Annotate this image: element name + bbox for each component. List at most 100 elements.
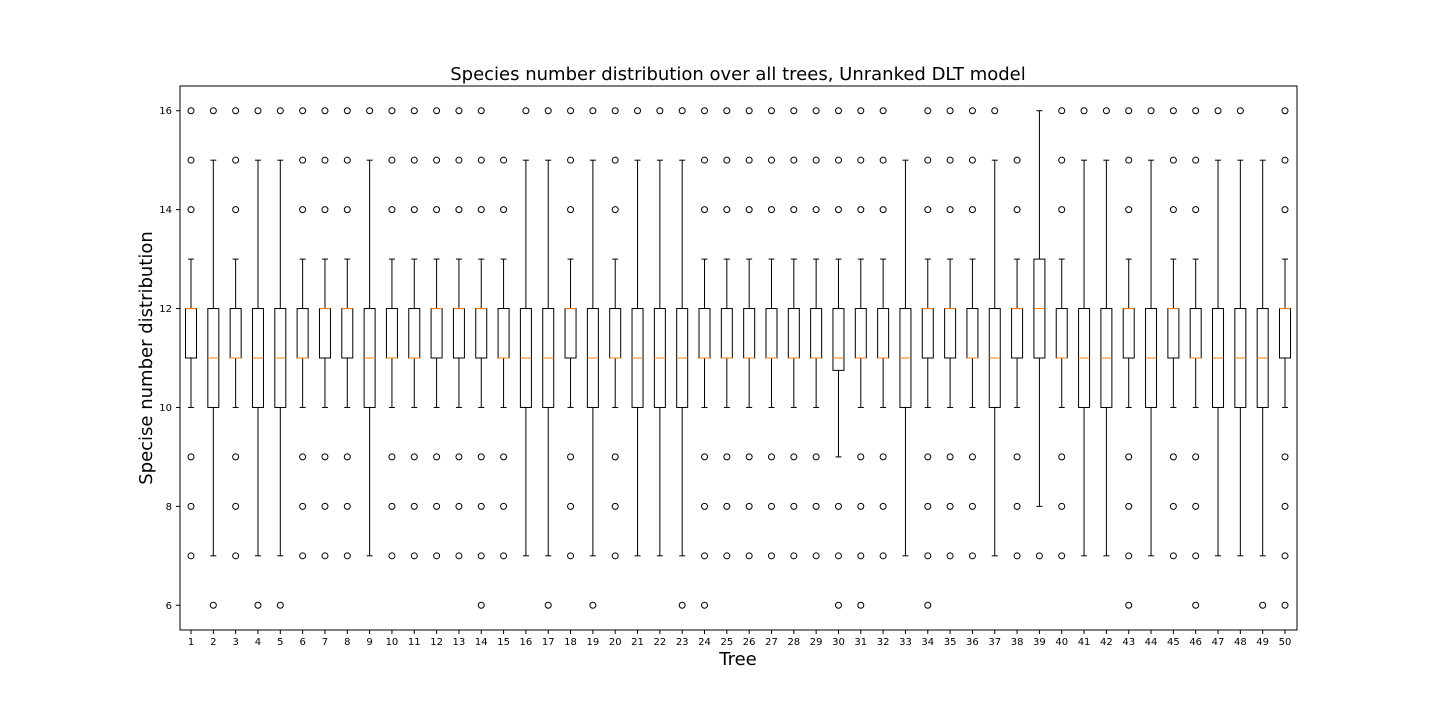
outlier-point [455, 552, 463, 560]
box-body [966, 308, 979, 359]
outlier-point [1192, 453, 1200, 461]
box-33 [899, 159, 912, 557]
outlier-point [1192, 552, 1200, 560]
outlier-point [589, 107, 597, 115]
outlier-point [567, 156, 575, 164]
outlier-point [232, 107, 240, 115]
outlier-point [1281, 206, 1289, 214]
outlier-point [321, 156, 329, 164]
box-45 [1167, 107, 1180, 560]
outlier-point [299, 502, 307, 510]
box-15 [497, 156, 510, 560]
x-tick-label: 28 [787, 637, 800, 648]
outlier-point [1125, 601, 1133, 609]
outlier-point [343, 502, 351, 510]
outlier-point [946, 453, 954, 461]
x-tick-label: 23 [676, 637, 689, 648]
box-43 [1122, 107, 1135, 609]
outlier-point [1236, 107, 1244, 115]
plot-area-frame [179, 85, 1298, 631]
outlier-point [834, 156, 842, 164]
outlier-point [1080, 107, 1088, 115]
box-body [564, 308, 577, 359]
x-tick-label: 9 [366, 637, 372, 648]
outlier-point [723, 453, 731, 461]
outlier-point [701, 107, 709, 115]
outlier-point [879, 206, 887, 214]
outlier-point [433, 502, 441, 510]
outlier-point [187, 206, 195, 214]
outlier-point [410, 453, 418, 461]
box-body [1122, 308, 1135, 359]
box-40 [1055, 107, 1068, 560]
outlier-point [1035, 552, 1043, 560]
box-10 [385, 107, 398, 560]
outlier-point [924, 156, 932, 164]
x-tick-label: 7 [322, 637, 328, 648]
x-tick-label: 39 [1033, 637, 1046, 648]
box-body [810, 308, 823, 359]
outlier-point [567, 107, 575, 115]
outlier-point [1058, 206, 1066, 214]
outlier-point [1169, 552, 1177, 560]
outlier-point [611, 552, 619, 560]
x-axis: 1 2 3 4 5 6 7 8 9 10 11 12 13 14 15 16 17 18 19 20 21 22 23 24 2… [188, 630, 1291, 648]
outlier-point [209, 107, 217, 115]
outlier-point [767, 552, 775, 560]
x-tick-label: 15 [497, 637, 510, 648]
box-body [944, 308, 957, 359]
box-6 [296, 107, 309, 560]
outlier-point [388, 206, 396, 214]
y-tick-label: 10 [159, 403, 172, 414]
x-tick-label: 11 [408, 637, 421, 648]
outlier-point [1192, 107, 1200, 115]
box-24 [698, 107, 711, 609]
outlier-point [924, 453, 932, 461]
outlier-point [433, 107, 441, 115]
outlier-point [299, 156, 307, 164]
box-31 [854, 107, 867, 609]
box-body [341, 308, 354, 359]
x-tick-label: 25 [720, 637, 733, 648]
box-body [1011, 308, 1024, 359]
outlier-point [879, 552, 887, 560]
outlier-point [276, 107, 284, 115]
y-tick-label: 12 [159, 304, 172, 315]
outlier-point [410, 206, 418, 214]
box-37 [988, 107, 1001, 557]
box-16 [519, 107, 532, 557]
x-tick-label: 37 [988, 637, 1001, 648]
outlier-point [477, 453, 485, 461]
outlier-point [946, 206, 954, 214]
outlier-point [879, 502, 887, 510]
box-body [385, 308, 398, 359]
outlier-point [611, 156, 619, 164]
box-5 [274, 107, 287, 609]
box-36 [966, 107, 979, 560]
outlier-point [254, 107, 262, 115]
outlier-point [701, 453, 709, 461]
outlier-point [477, 107, 485, 115]
x-tick-label: 3 [232, 637, 238, 648]
outlier-point [321, 206, 329, 214]
x-tick-label: 6 [299, 637, 305, 648]
box-body [430, 308, 443, 359]
x-tick-label: 1 [188, 637, 194, 648]
x-tick-label: 34 [921, 637, 934, 648]
outlier-point [812, 107, 820, 115]
box-9 [363, 107, 376, 557]
box-44 [1145, 107, 1158, 557]
x-tick-label: 31 [854, 637, 867, 648]
x-tick-label: 41 [1078, 637, 1091, 648]
outlier-point [723, 502, 731, 510]
outlier-point [388, 552, 396, 560]
outlier-point [611, 107, 619, 115]
outlier-point [834, 206, 842, 214]
outlier-point [968, 107, 976, 115]
outlier-point [745, 156, 753, 164]
outlier-point [723, 156, 731, 164]
outlier-point [1192, 206, 1200, 214]
outlier-point [500, 156, 508, 164]
outlier-point [678, 107, 686, 115]
